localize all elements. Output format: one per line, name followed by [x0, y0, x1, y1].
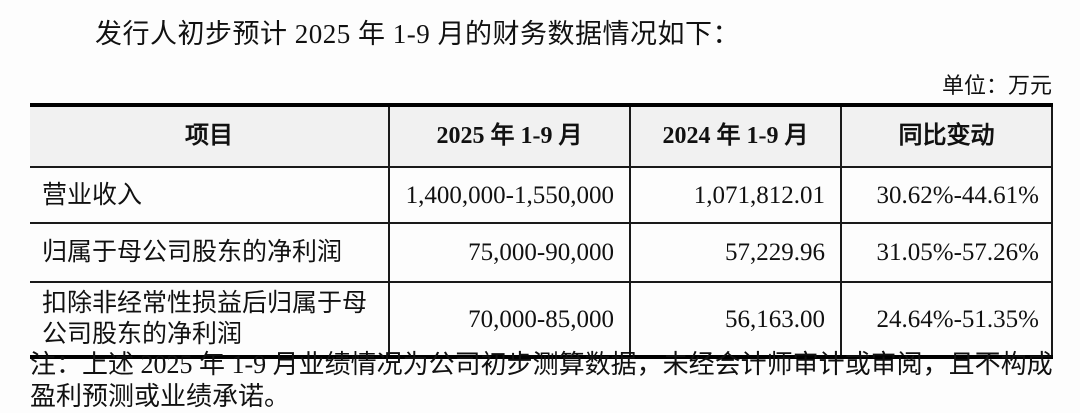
- revenue-2024-value: 1,071,812.01: [630, 167, 842, 224]
- column-header-2025: 2025 年 1-9 月: [389, 105, 631, 168]
- table-row-revenue: 营业收入 1,400,000-1,550,000 1,071,812.01 30…: [30, 167, 1053, 224]
- net-profit-2024-value: 57,229.96: [630, 223, 842, 283]
- revenue-yoy-value: 30.62%-44.61%: [841, 167, 1053, 224]
- row-label-net-profit: 归属于母公司股东的净利润: [30, 223, 390, 283]
- deducted-net-profit-2025-value: 70,000-85,000: [389, 282, 631, 357]
- table-header-row: 项目 2025 年 1-9 月 2024 年 1-9 月 同比变动: [30, 105, 1053, 168]
- deducted-net-profit-yoy-value: 24.64%-51.35%: [841, 282, 1053, 357]
- net-profit-yoy-value: 31.05%-57.26%: [841, 223, 1053, 283]
- table-row-deducted-net-profit: 扣除非经常性损益后归属于母公司股东的净利润 70,000-85,000 56,1…: [30, 282, 1053, 357]
- row-label-revenue: 营业收入: [30, 167, 390, 224]
- column-header-item: 项目: [30, 105, 390, 168]
- page-title: 发行人初步预计 2025 年 1-9 月的财务数据情况如下：: [95, 19, 740, 49]
- unit-label: 单位：万元: [941, 73, 1052, 98]
- row-label-deducted-net-profit: 扣除非经常性损益后归属于母公司股东的净利润: [30, 282, 390, 357]
- footnote-line-1: 注：上述 2025 年 1-9 月业绩情况为公司初步测算数据，未经会计师审计或审…: [30, 350, 1053, 379]
- table-row-net-profit: 归属于母公司股东的净利润 75,000-90,000 57,229.96 31.…: [30, 223, 1053, 283]
- deducted-net-profit-2024-value: 56,163.00: [630, 282, 842, 357]
- revenue-2025-value: 1,400,000-1,550,000: [389, 167, 631, 224]
- footnote-line-2: 盈利预测或业绩承诺。: [30, 381, 291, 411]
- financial-forecast-table: 项目 2025 年 1-9 月 2024 年 1-9 月 同比变动 营业收入 1…: [30, 103, 1053, 359]
- net-profit-2025-value: 75,000-90,000: [389, 223, 631, 283]
- column-header-yoy-change: 同比变动: [841, 105, 1053, 168]
- column-header-2024: 2024 年 1-9 月: [630, 105, 842, 168]
- footnote: 注：上述 2025 年 1-9 月业绩情况为公司初步测算数据，未经会计师审计或审…: [30, 349, 1060, 412]
